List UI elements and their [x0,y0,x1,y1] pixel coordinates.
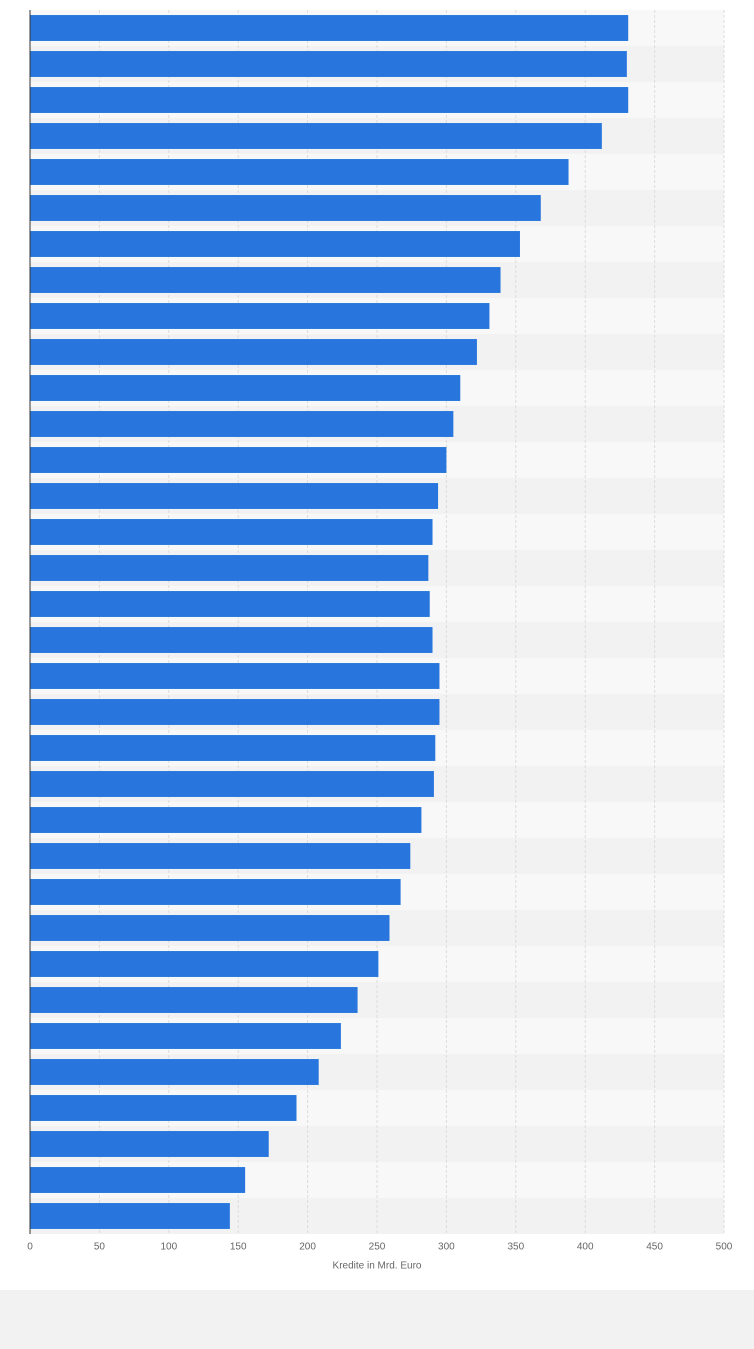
bar [30,555,429,581]
bar [30,1167,246,1193]
bar [30,735,436,761]
bar [30,267,501,293]
x-tick-label: 300 [438,1242,455,1253]
x-tick-label: 350 [507,1242,524,1253]
x-axis-title: Kredite in Mrd. Euro [333,1261,422,1272]
x-tick-label: 50 [94,1242,106,1253]
bar [30,123,602,149]
bar [30,411,454,437]
bar [30,159,569,185]
x-tick-label: 100 [160,1242,177,1253]
bar [30,1023,341,1049]
bar [30,231,520,257]
bar [30,1131,269,1157]
x-tick-label: 250 [369,1242,386,1253]
x-tick-label: 400 [577,1242,594,1253]
bar [30,339,477,365]
x-tick-label: 450 [646,1242,663,1253]
x-tick-label: 150 [230,1242,247,1253]
bar [30,915,390,941]
x-tick-label: 0 [27,1242,33,1253]
bar [30,447,447,473]
bar [30,303,490,329]
bar [30,1059,319,1085]
bar [30,663,440,689]
bar [30,627,433,653]
bar [30,807,422,833]
bar [30,1095,297,1121]
bar [30,375,461,401]
bar [30,591,430,617]
x-tick-label: 200 [299,1242,316,1253]
bar [30,1203,230,1229]
bar [30,195,541,221]
bar [30,843,411,869]
bar [30,51,627,77]
bar [30,483,439,509]
bar [30,987,358,1013]
x-tick-label: 500 [716,1242,733,1253]
bar [30,87,629,113]
bar [30,951,379,977]
bar [30,519,433,545]
bar [30,699,440,725]
bar [30,15,629,41]
bar [30,879,401,905]
bar [30,771,434,797]
